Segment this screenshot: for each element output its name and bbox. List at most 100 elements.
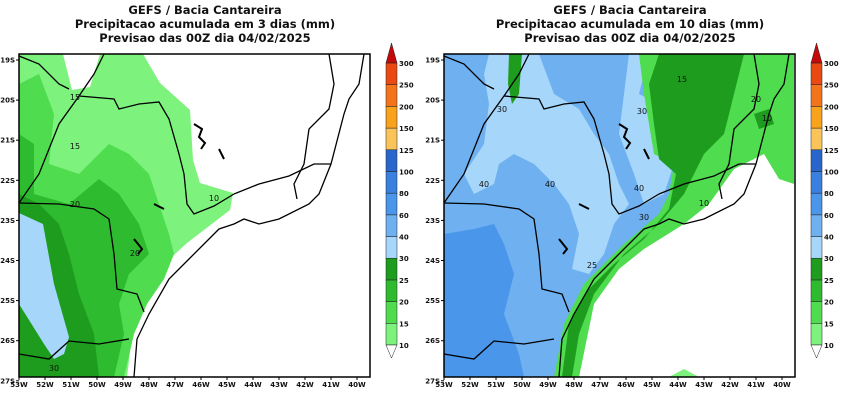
lat-tick-label: 25S — [0, 297, 15, 305]
state-border — [233, 163, 331, 195]
lon-tick-label: 40W — [773, 381, 791, 389]
colorbar-label: 25 — [824, 277, 834, 285]
colorbar-label: 40 — [399, 234, 409, 242]
colorbar-label: 20 — [399, 299, 409, 307]
lon-tick-label: 52W — [461, 381, 479, 389]
lon-tick-label: 49W — [114, 381, 132, 389]
precipitation-contour-region — [19, 213, 69, 359]
lat-tick-label: 20S — [0, 97, 15, 105]
contour-label: 10 — [209, 194, 219, 203]
contour-label: 30 — [49, 364, 59, 373]
precipitation-contour-region — [579, 154, 794, 377]
colorbar-segment — [810, 149, 823, 172]
colorbar-label: 125 — [824, 147, 839, 155]
state-border — [443, 338, 555, 360]
lon-tick-label: 42W — [296, 381, 314, 389]
contour-label: 40 — [634, 184, 644, 193]
colorbar-segment — [810, 301, 823, 324]
contour-label: 25 — [587, 261, 597, 270]
state-border — [503, 95, 660, 215]
lon-tick-label: 43W — [695, 381, 713, 389]
colorbar-segment — [810, 279, 823, 302]
colorbar-segment — [385, 323, 398, 346]
colorbar-label: 200 — [824, 103, 839, 111]
map-panel-10-days: GEFS / Bacia Cantareira Precipitacao acu… — [425, 0, 841, 408]
colorbar-segment — [810, 127, 823, 151]
map-frame — [443, 53, 796, 378]
colorbar-segment — [385, 214, 398, 237]
colorbar-label: 60 — [399, 212, 409, 220]
colorbar-label: 250 — [824, 82, 839, 90]
lat-tick-label: 20S — [425, 97, 440, 105]
lon-tick-label: 47W — [166, 381, 184, 389]
lon-tick-label: 46W — [192, 381, 210, 389]
colorbar-label: 80 — [824, 190, 834, 198]
colorbar-label: 200 — [399, 103, 414, 111]
lon-tick-label: 53W — [10, 381, 28, 389]
colorbar-label: 60 — [824, 212, 834, 220]
colorbar-label: 150 — [824, 125, 839, 133]
lat-tick-label: 25S — [425, 297, 440, 305]
map-frame — [18, 53, 371, 378]
map-panel-3-days: GEFS / Bacia Cantareira Precipitacao acu… — [0, 0, 420, 408]
colorbar-label: 100 — [399, 168, 414, 176]
colorbar-label: 300 — [824, 60, 839, 68]
coastline — [133, 53, 365, 378]
precipitation-map: 15152020103019S20S21S22S23S24S25S26S27S5… — [0, 42, 414, 389]
colorbar-min-arrow — [385, 344, 398, 359]
lon-tick-label: 40W — [348, 381, 366, 389]
lon-tick-label: 41W — [747, 381, 765, 389]
colorbar-max-arrow — [385, 42, 398, 64]
colorbar-segment — [385, 171, 398, 194]
lon-tick-label: 47W — [591, 381, 609, 389]
colorbar-segment — [385, 301, 398, 324]
state-border — [658, 163, 756, 195]
lon-tick-label: 51W — [62, 381, 80, 389]
contour-label: 40 — [479, 180, 489, 189]
reservoir-lake — [558, 123, 650, 255]
contour-label: 10 — [699, 199, 709, 208]
lat-tick-label: 24S — [425, 257, 440, 265]
lon-tick-label: 42W — [721, 381, 739, 389]
contour-label: 30 — [639, 213, 649, 222]
lat-tick-label: 19S — [425, 57, 440, 65]
lat-tick-label: 19S — [0, 57, 15, 65]
lat-tick-label: 26S — [0, 337, 15, 345]
title-line: Previsao das 00Z dia 04/02/2025 — [99, 31, 311, 45]
colorbar-label: 10 — [824, 342, 834, 350]
colorbar-min-arrow — [810, 344, 823, 359]
map-title: GEFS / Bacia Cantareira Precipitacao acu… — [425, 3, 835, 45]
lon-tick-label: 48W — [140, 381, 158, 389]
contour-label: 20 — [70, 200, 80, 209]
lon-tick-label: 52W — [36, 381, 54, 389]
title-line: Precipitacao acumulada em 10 dias (mm) — [495, 17, 765, 31]
map-title: GEFS / Bacia Cantareira Precipitacao acu… — [0, 3, 410, 45]
precipitation-map: 30 30 15 20 10 40 40 40 30 10 25 19S 20S 21S 22S 23S 24S… — [425, 42, 839, 389]
precipitation-contour-region — [444, 224, 524, 377]
colorbar-label: 15 — [824, 320, 834, 328]
colorbar-label: 15 — [399, 320, 409, 328]
lat-tick-label: 27S — [425, 377, 440, 385]
precipitation-contour-region — [669, 369, 699, 377]
lat-tick-label: 22S — [0, 177, 15, 185]
precipitation-contour-region — [63, 54, 100, 90]
map-plot-area: 30 30 15 20 10 40 40 40 30 10 25 19S 20S 21S 22S 23S 24S… — [425, 53, 796, 389]
lon-tick-label: 51W — [487, 381, 505, 389]
state-border — [78, 95, 235, 215]
lon-tick-label: 53W — [435, 381, 453, 389]
colorbar-segment — [810, 171, 823, 194]
lon-tick-label: 45W — [643, 381, 661, 389]
lon-tick-label: 50W — [88, 381, 106, 389]
colorbar-segment — [385, 149, 398, 172]
colorbar-segment — [385, 236, 398, 259]
lon-tick-label: 50W — [513, 381, 531, 389]
colorbar-segment — [810, 323, 823, 346]
colorbar-label: 25 — [399, 277, 409, 285]
lon-tick-label: 43W — [270, 381, 288, 389]
lat-tick-label: 27S — [0, 377, 15, 385]
colorbar-segment — [810, 192, 823, 216]
colorbar-label: 40 — [824, 234, 834, 242]
contour-label: 15 — [70, 142, 80, 151]
colorbar-max-arrow — [810, 42, 823, 64]
lat-tick-label: 26S — [425, 337, 440, 345]
